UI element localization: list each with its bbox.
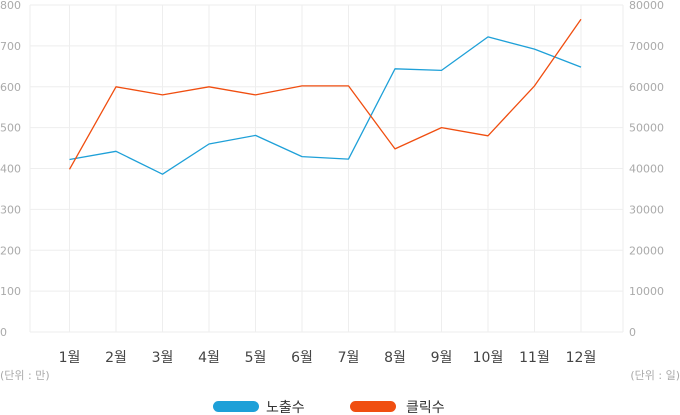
left-tick-label: 200 [0,244,21,257]
right-tick-label: 50000 [629,122,664,135]
right-tick-label: 70000 [629,40,664,53]
right-tick-label: 80000 [629,0,664,12]
x-tick-label: 2월 [105,350,127,366]
x-tick-label: 4월 [198,350,220,366]
x-tick-label: 10월 [473,350,504,366]
left-tick-label: 400 [0,163,21,176]
right-tick-label: 60000 [629,81,664,94]
left-tick-label: 800 [0,0,21,12]
left-tick-label: 100 [0,285,21,298]
x-tick-label: 1월 [59,350,81,366]
series-line-impressions [69,36,582,175]
right-tick-label: 30000 [629,203,664,216]
x-tick-label: 11월 [519,350,550,366]
left-axis: 0 100 200 300 400 500 600 700 800 [0,0,21,339]
right-tick-label: 40000 [629,163,664,176]
left-tick-label: 300 [0,203,21,216]
series-line-clicks [68,18,582,170]
x-tick-label: 8월 [384,350,406,366]
right-axis: 0 10000 20000 30000 40000 50000 60000 70000 8000… [629,0,664,339]
left-tick-label: 700 [0,40,21,53]
x-tick-label: 12월 [566,350,597,366]
legend-swatch [213,401,259,412]
x-tick-label: 7월 [338,350,360,366]
left-tick-label: 600 [0,81,21,94]
right-unit-label: (단위 : 일) [630,368,680,382]
x-tick-label: 6월 [291,350,313,366]
legend-swatch [350,401,396,412]
right-tick-label: 10000 [629,285,664,298]
left-tick-label: 0 [0,326,7,339]
legend-label: 클릭수 [406,400,445,415]
x-tick-label: 9월 [431,350,453,366]
legend: 노출수 클릭수 [213,400,445,415]
right-tick-label: 0 [629,326,636,339]
left-unit-label: (단위 : 만) [0,369,50,382]
right-tick-label: 20000 [629,244,664,257]
left-tick-label: 500 [0,122,21,135]
series [68,18,582,175]
legend-label: 노출수 [266,400,305,415]
x-tick-label: 3월 [152,350,174,366]
x-tick-label: 5월 [245,350,267,366]
x-axis: 1월 2월 3월 4월 5월 6월 7월 8월 9월 10월 11월 12월 [59,350,597,366]
grid [29,4,624,333]
